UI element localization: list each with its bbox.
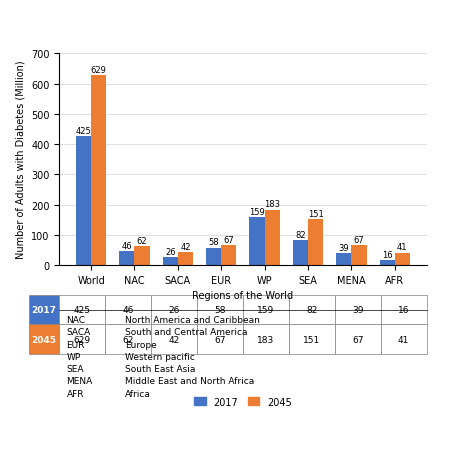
Text: 26: 26: [165, 248, 175, 257]
Text: Africa: Africa: [125, 389, 151, 398]
Text: 62: 62: [137, 237, 147, 246]
Bar: [119, 252, 135, 266]
Bar: [336, 254, 351, 266]
Bar: [395, 253, 410, 266]
X-axis label: Regions of the World: Regions of the World: [192, 291, 293, 301]
Bar: [351, 245, 366, 266]
Bar: [264, 210, 280, 266]
Text: 183: 183: [264, 200, 280, 209]
Text: 58: 58: [209, 238, 219, 247]
Text: 425: 425: [76, 127, 91, 136]
Text: 16: 16: [382, 250, 392, 259]
Bar: [249, 217, 264, 266]
Text: 67: 67: [354, 235, 365, 244]
Bar: [293, 241, 308, 266]
Text: 629: 629: [91, 65, 107, 74]
Text: 42: 42: [180, 243, 191, 252]
Text: South and Central America: South and Central America: [125, 327, 248, 336]
Legend: 2017, 2045: 2017, 2045: [190, 393, 296, 411]
Text: North America and Caribbean: North America and Caribbean: [125, 315, 260, 324]
Bar: [91, 76, 106, 266]
Text: 46: 46: [122, 241, 132, 250]
Text: Middle East and North Africa: Middle East and North Africa: [125, 377, 255, 386]
Text: EUR: EUR: [66, 340, 85, 349]
Bar: [308, 220, 323, 266]
Text: 41: 41: [397, 243, 408, 252]
Text: SEA: SEA: [66, 364, 84, 373]
Text: Western pacific: Western pacific: [125, 352, 195, 361]
Bar: [221, 245, 237, 266]
Text: Europe: Europe: [125, 340, 157, 349]
Text: WP: WP: [66, 352, 81, 361]
Text: South East Asia: South East Asia: [125, 364, 196, 373]
Bar: [380, 261, 395, 266]
Bar: [178, 253, 193, 266]
Bar: [135, 247, 150, 266]
Bar: [163, 258, 178, 266]
Text: 39: 39: [338, 244, 349, 253]
Bar: [76, 137, 91, 266]
Text: AFR: AFR: [66, 389, 84, 398]
Y-axis label: Number of Adults with Diabetes (Million): Number of Adults with Diabetes (Million): [16, 61, 26, 259]
Text: 151: 151: [308, 210, 323, 219]
Bar: [206, 248, 221, 266]
Text: SACA: SACA: [66, 327, 91, 336]
Text: 159: 159: [249, 207, 265, 216]
Text: 67: 67: [223, 235, 234, 244]
Text: MENA: MENA: [66, 377, 93, 386]
Text: NAC: NAC: [66, 315, 86, 324]
Text: 82: 82: [295, 230, 306, 239]
